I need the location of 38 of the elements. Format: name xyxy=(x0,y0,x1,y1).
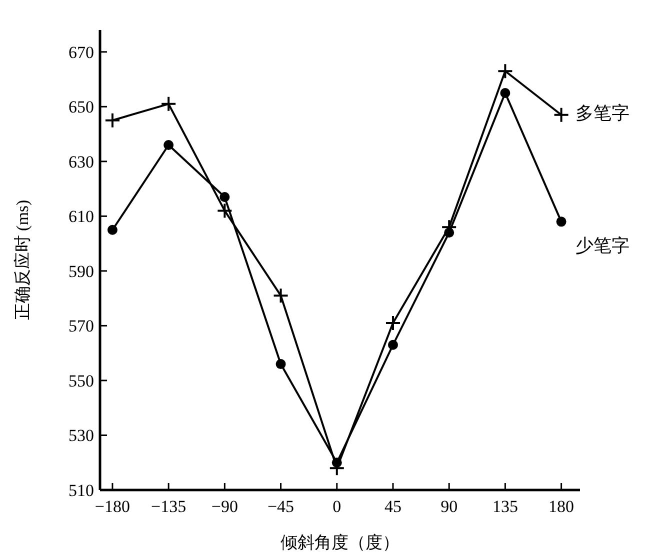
point xyxy=(220,192,230,202)
point xyxy=(107,224,118,235)
point xyxy=(160,96,177,112)
x-tick-label: 90 xyxy=(440,497,458,516)
point xyxy=(332,458,342,468)
x-tick-label: −135 xyxy=(151,497,186,516)
x-axis-title: 倾斜角度（度） xyxy=(280,533,400,552)
y-tick-label: 630 xyxy=(68,152,94,172)
point xyxy=(388,340,398,350)
series-label: 少笔字 xyxy=(575,236,630,257)
x-tick-label: 180 xyxy=(548,497,574,516)
series-label: 多笔字 xyxy=(575,102,630,124)
y-tick-label: 650 xyxy=(68,98,94,117)
point xyxy=(216,202,233,219)
y-tick-label: 570 xyxy=(68,316,94,336)
y-tick-label: 550 xyxy=(68,371,94,390)
x-tick-label: −180 xyxy=(94,497,130,516)
y-tick-label: 530 xyxy=(68,426,94,446)
y-tick-label: 610 xyxy=(68,207,94,226)
point xyxy=(497,63,514,80)
point xyxy=(444,228,454,238)
x-tick-label: 0 xyxy=(332,497,342,516)
x-tick-label: −45 xyxy=(267,497,294,516)
x-tick-label: −90 xyxy=(211,497,238,516)
point xyxy=(384,314,401,331)
y-tick-label: 510 xyxy=(68,481,94,500)
point xyxy=(104,112,120,128)
point xyxy=(276,359,286,370)
point xyxy=(500,88,510,98)
y-axis-title: 正确反应时 (ms) xyxy=(13,200,32,320)
y-tick-label: 590 xyxy=(68,262,94,281)
x-tick-label: 45 xyxy=(384,497,402,516)
point xyxy=(553,106,570,123)
point xyxy=(272,288,289,304)
point xyxy=(556,216,566,227)
point xyxy=(164,140,174,150)
y-tick-label: 670 xyxy=(68,42,94,62)
x-tick-label: 135 xyxy=(492,497,518,516)
